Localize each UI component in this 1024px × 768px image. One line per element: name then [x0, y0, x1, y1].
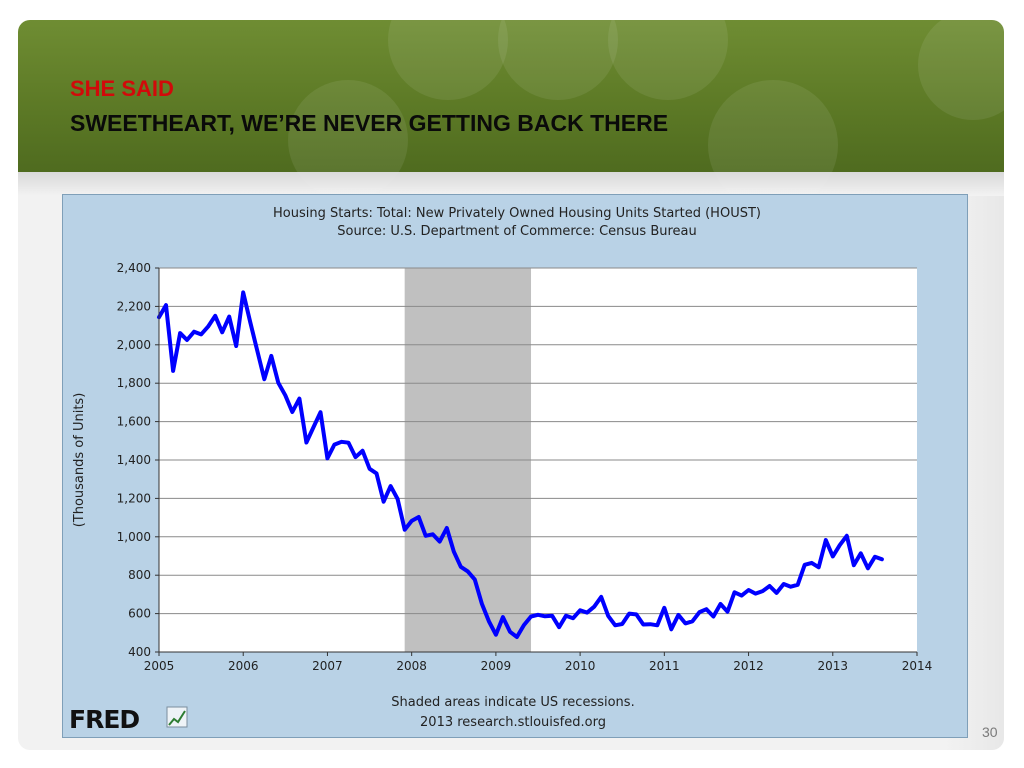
y-tick-label: 1,000	[117, 530, 151, 544]
y-tick-label: 2,400	[117, 261, 151, 275]
series-line	[157, 290, 884, 639]
y-tick-label: 2,000	[117, 338, 151, 352]
x-tick-label: 2008	[396, 659, 427, 673]
slide-heading-red: SHE SAID	[70, 76, 174, 101]
slide-heading: SWEETHEART, WE’RE NEVER GETTING BACK THE…	[70, 110, 669, 136]
x-tick-label: 2012	[733, 659, 764, 673]
header-band	[18, 20, 1004, 210]
y-axis-label: (Thousands of Units)	[72, 393, 87, 528]
decor-bubble	[918, 20, 1004, 120]
series-layer	[157, 290, 884, 639]
x-tick-label: 2014	[902, 659, 933, 673]
header-shadow	[18, 172, 1004, 196]
chart-subtitle: Source: U.S. Department of Commerce: Cen…	[337, 224, 697, 239]
decor-bubble	[388, 20, 508, 100]
decor-bubble	[708, 80, 838, 210]
chart-credit: 2013 research.stlouisfed.org	[420, 715, 606, 730]
y-tick-label: 1,800	[117, 376, 151, 390]
x-tick-label: 2005	[144, 659, 175, 673]
fred-logo: FRED	[69, 705, 188, 734]
x-tick-label: 2010	[565, 659, 596, 673]
chart-frame: Housing Starts: Total: New Privately Own…	[62, 194, 968, 738]
x-tick-label: 2006	[228, 659, 259, 673]
fred-logo-text: FRED	[69, 705, 139, 734]
decor-bubble	[288, 80, 408, 200]
page-number: 30	[982, 724, 998, 740]
y-tick-layer: 400 600 800 1,000 1,200 1,400 1,600 1,800 2,000 2…	[117, 261, 159, 659]
fred-logo-icon	[166, 706, 188, 728]
x-tick-label: 2007	[312, 659, 343, 673]
y-tick-label: 600	[128, 607, 151, 621]
y-tick-label: 800	[128, 568, 151, 582]
y-tick-label: 400	[128, 645, 151, 659]
x-tick-label: 2009	[481, 659, 512, 673]
y-tick-label: 2,200	[117, 299, 151, 313]
decor-bubble	[498, 20, 618, 100]
y-tick-label: 1,600	[117, 415, 151, 429]
x-tick-label: 2013	[818, 659, 849, 673]
recession-footnote: Shaded areas indicate US recessions.	[391, 695, 634, 710]
x-tick-layer: 2005 2006 2007 2008 2009 2010 2011 2012 2013 2014	[144, 652, 933, 673]
decor-bubble	[608, 20, 728, 100]
x-tick-label: 2011	[649, 659, 680, 673]
chart-title: Housing Starts: Total: New Privately Own…	[273, 206, 761, 221]
y-tick-label: 1,400	[117, 453, 151, 467]
y-tick-label: 1,200	[117, 491, 151, 505]
housing-starts-chart: Housing Starts: Total: New Privately Own…	[69, 206, 933, 734]
